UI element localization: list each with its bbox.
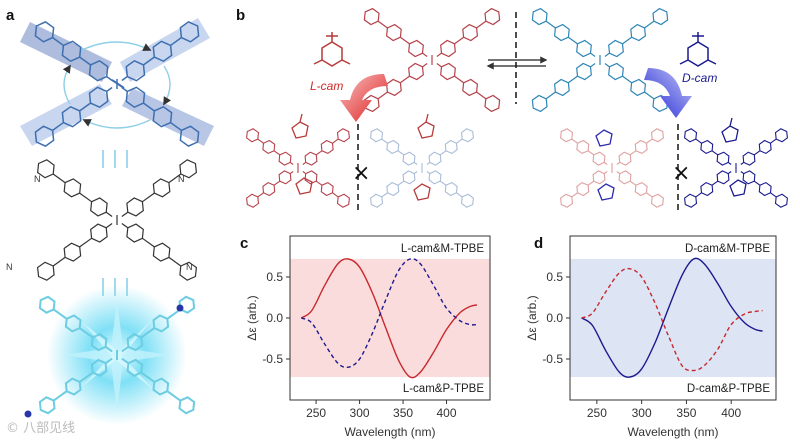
svg-text:N: N xyxy=(186,262,193,272)
panel-label-c: c xyxy=(240,235,248,252)
y-axis-label: Δε (arb.) xyxy=(525,295,539,340)
y-tick-label: 0.5 xyxy=(546,270,563,284)
x-axis-label: Wavelength (nm) xyxy=(345,425,436,439)
y-tick-label: 0.0 xyxy=(266,311,283,325)
panel-label-d: d xyxy=(534,235,543,252)
solid-cd-curve xyxy=(300,258,478,379)
annotation-bottom: D-cam&P-TPBE xyxy=(687,383,770,395)
l-cam-label: L-cam xyxy=(310,79,343,93)
x-tick-label: 250 xyxy=(587,406,607,420)
y-tick-label: 0.5 xyxy=(266,270,283,284)
d-cam-addition-arrow xyxy=(644,68,692,118)
y-axis-label: Δε (arb.) xyxy=(245,295,259,340)
d-camphor-molecule xyxy=(679,32,717,67)
panel-a-tpbe-paddle-model xyxy=(20,18,214,147)
annotation-bottom: L-cam&P-TPBE xyxy=(403,383,484,395)
dashed-cd-curve xyxy=(581,267,763,372)
chart-panel-c: 250 300 350 400 0.5 0.0 -0.5 Wavelength (nm) Δε … xyxy=(245,235,491,439)
x-tick-label: 350 xyxy=(676,406,696,420)
x-tick-label: 250 xyxy=(306,406,326,420)
panel-b-scheme: L-cam D-cam × × xyxy=(246,7,788,214)
panel-label-b: b xyxy=(236,7,245,24)
chart-panel-d: 250 300 350 400 0.5 0.0 -0.5 Wavelength (nm) Δε … xyxy=(525,235,777,439)
svg-text:N: N xyxy=(34,174,41,184)
panel-a-glowing-crystal-model xyxy=(24,285,196,425)
x-tick-label: 400 xyxy=(437,406,457,420)
equivalence-bars-upper xyxy=(102,150,128,168)
y-tick-label: -0.5 xyxy=(542,352,563,366)
annotation-top: L-cam&M-TPBE xyxy=(401,243,484,255)
d-cam-label: D-cam xyxy=(682,71,717,85)
not-mirror-mark-left: × xyxy=(352,161,370,186)
x-tick-label: 350 xyxy=(393,406,413,420)
not-mirror-mark-right: × xyxy=(672,161,690,186)
panel-a-tpbe-structure: N N N N xyxy=(6,159,198,281)
panel-label-a: a xyxy=(6,7,15,24)
x-tick-label: 400 xyxy=(721,406,741,420)
y-tick-label: 0.0 xyxy=(546,311,563,325)
annotation-top: D-cam&M-TPBE xyxy=(685,243,770,255)
watermark: © 八部见线 xyxy=(6,421,75,436)
x-axis-label: Wavelength (nm) xyxy=(628,425,719,439)
svg-text:N: N xyxy=(178,174,185,184)
l-camphor-molecule xyxy=(313,32,351,67)
x-tick-label: 300 xyxy=(632,406,652,420)
x-tick-label: 300 xyxy=(350,406,370,420)
y-tick-label: -0.5 xyxy=(262,352,283,366)
solid-cd-curve xyxy=(581,257,763,378)
dashed-cd-curve xyxy=(301,257,478,369)
l-cam-addition-arrow xyxy=(340,74,388,122)
highlight-band xyxy=(570,258,776,378)
svg-text:N: N xyxy=(6,262,13,272)
highlight-band xyxy=(290,258,490,378)
